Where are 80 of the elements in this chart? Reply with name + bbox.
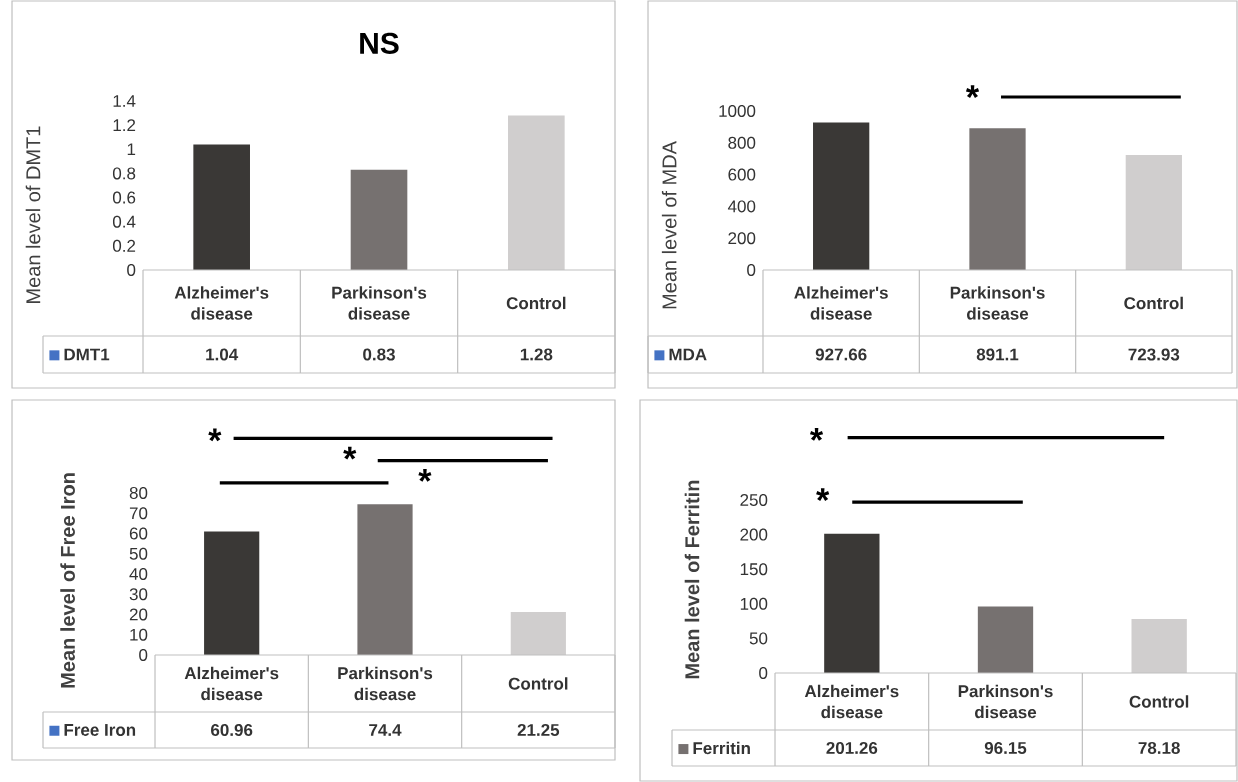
y-tick-label: 0 [747,263,756,276]
x-tick-label: Parkinson's disease [958,684,1053,719]
text: * [965,85,980,98]
text: Free Iron [64,724,136,736]
y-tick-label: 200 [740,528,768,541]
x-tick-label: Alzheimer's disease [794,286,888,320]
data-label: 201.26 [826,741,878,754]
data-label: 723.93 [1128,348,1180,361]
y-tick-label: 600 [728,168,756,181]
bar [204,531,260,655]
data-label: 96.15 [984,741,1027,754]
data-label: 21.25 [517,723,560,736]
data-label: 1.28 [520,348,553,361]
y-tick-label: 150 [740,563,768,576]
x-tick-label: Alzheimer's disease [804,684,899,719]
text: DMT1 [64,348,110,361]
y-tick-label: 0.8 [112,167,136,180]
bar [977,606,1034,673]
y-tick-label: 200 [728,232,756,245]
text: MDA [669,348,707,361]
annotation: * [816,488,830,501]
x-tick-label: Control [506,296,566,310]
x-tick-label: Control [508,677,568,690]
y-tick-label: 60 [129,527,148,540]
y-tick-label: 70 [129,507,148,520]
y-tick-label: 30 [129,588,148,601]
y-tick-label: 0 [759,666,768,679]
text: * [208,428,222,442]
y-tick-label: 1 [127,143,136,156]
y-tick-label: 0.4 [112,215,136,228]
y-tick-label: 1000 [719,104,756,117]
text: * [418,469,432,482]
data-label: 60.96 [211,723,253,736]
chart-title: NS [360,32,399,54]
x-tick-label: Parkinson's disease [338,666,433,701]
y-axis-title: Mean level of Free Iron [60,473,75,688]
y-tick-label: 1.4 [113,95,136,107]
text: * [809,428,824,441]
y-tick-label: 10 [130,628,148,641]
bar [193,144,250,270]
y-tick-label: 0.6 [112,191,136,204]
y-tick-label: 0 [139,648,148,661]
y-tick-label: 1.2 [113,119,136,132]
x-tick-label: Parkinson's disease [332,286,427,320]
data-label: 0.83 [363,348,395,361]
y-axis-title: Mean level of DMT1 [25,126,41,303]
x-tick-label: Control [1124,296,1183,310]
bar [1131,618,1187,673]
x-tick-label: Parkinson's disease [950,286,1045,320]
x-tick-label: Alzheimer's disease [184,666,279,701]
data-label: 927.66 [815,348,867,361]
y-tick-label: 50 [749,632,768,645]
bar [508,115,565,270]
x-tick-label: Control [1129,695,1189,708]
data-label: 1.04 [206,348,239,361]
y-tick-label: 50 [129,547,148,560]
y-tick-label: 20 [129,608,148,621]
data-label: 78.18 [1138,741,1180,754]
bar [510,611,566,655]
y-tick-label: 80 [129,486,148,499]
y-tick-label: 0 [127,263,136,276]
y-tick-label: 800 [728,136,756,149]
y-axis-title: Mean level of MDA [661,141,677,309]
bar [1125,154,1182,270]
bar [969,128,1026,270]
bar [350,169,408,270]
data-label: 891.1 [976,348,1019,361]
bar [357,504,413,655]
bar [813,122,870,270]
x-tick-label: Alzheimer's disease [174,286,269,320]
text: * [343,446,357,460]
y-tick-label: 0.2 [112,239,136,252]
y-tick-label: 250 [740,493,768,506]
y-tick-label: 400 [727,200,756,213]
y-axis-title: Mean level of Ferritin [684,480,700,679]
y-tick-label: 40 [129,567,148,580]
data-label: 74.4 [369,724,402,736]
legend-label: Ferritin [693,741,750,755]
y-tick-label: 100 [740,597,768,610]
bar [824,533,880,673]
